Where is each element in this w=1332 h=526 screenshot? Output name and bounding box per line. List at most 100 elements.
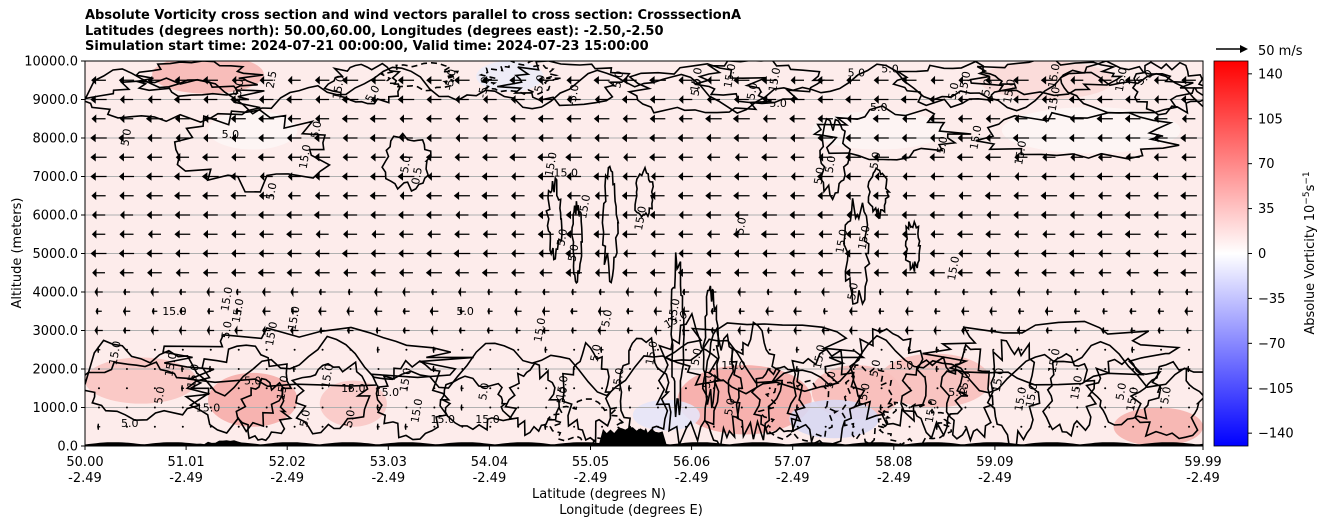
contour-label: 15.0 bbox=[408, 398, 425, 424]
wind-vector bbox=[1153, 75, 1168, 85]
wind-vector bbox=[1073, 327, 1080, 334]
wind-vector bbox=[846, 229, 861, 239]
wind-vector bbox=[374, 306, 383, 317]
wind-vector bbox=[901, 152, 917, 162]
wind-vector bbox=[427, 229, 441, 239]
wind-vector bbox=[429, 306, 439, 317]
wind-vector bbox=[873, 75, 889, 85]
wind-vector bbox=[258, 133, 275, 143]
contour-label: 15.0 bbox=[833, 228, 850, 254]
wind-vector bbox=[92, 268, 105, 278]
wind-vector bbox=[984, 191, 1002, 200]
wind-vector bbox=[846, 210, 860, 220]
wind-vector bbox=[97, 423, 101, 430]
wind-vector bbox=[1096, 95, 1113, 104]
wind-vector bbox=[489, 406, 492, 409]
wind-vector bbox=[795, 365, 800, 373]
wind-vector bbox=[902, 191, 916, 201]
wind-vector bbox=[376, 423, 380, 430]
wind-vector bbox=[1098, 75, 1112, 85]
wind-vector bbox=[565, 268, 582, 277]
wind-vector bbox=[150, 325, 159, 336]
wind-vector bbox=[1153, 191, 1168, 201]
wind-vector bbox=[957, 210, 973, 220]
wind-vector bbox=[173, 172, 191, 181]
wind-vector bbox=[900, 95, 918, 104]
wind-vector bbox=[929, 95, 945, 104]
wind-vector bbox=[175, 152, 190, 162]
wind-vector bbox=[873, 268, 889, 278]
contour-label: 5.0 bbox=[979, 78, 995, 97]
wind-vector bbox=[790, 268, 804, 278]
wind-vector bbox=[151, 308, 158, 315]
contour-line bbox=[1131, 61, 1203, 116]
wind-vector bbox=[174, 75, 191, 85]
wind-vector bbox=[817, 95, 834, 104]
wind-vector bbox=[733, 95, 749, 104]
wind-vector bbox=[1160, 368, 1163, 370]
wind-vector bbox=[1013, 95, 1029, 104]
wind-vector bbox=[1014, 229, 1028, 239]
wind-vector bbox=[934, 288, 941, 296]
wind-vector bbox=[649, 95, 666, 104]
wind-vector bbox=[907, 346, 911, 353]
wind-vector bbox=[1040, 75, 1057, 85]
wind-vector bbox=[1073, 308, 1080, 315]
contour-line bbox=[757, 379, 840, 443]
y-tick-label: 7000.0 bbox=[33, 170, 79, 185]
contour-label: 15.0 bbox=[531, 317, 548, 343]
wind-vector bbox=[1104, 425, 1107, 428]
wind-vector bbox=[1096, 210, 1113, 220]
wind-vector bbox=[461, 348, 464, 351]
contour-line bbox=[786, 347, 861, 446]
wind-vector bbox=[649, 153, 666, 162]
wind-vector bbox=[1013, 249, 1028, 258]
contour-label: 15.0 bbox=[856, 224, 873, 250]
wind-vector bbox=[793, 306, 802, 317]
wind-vector bbox=[705, 191, 722, 200]
wind-vector bbox=[461, 368, 464, 370]
contour-line bbox=[842, 198, 871, 306]
wind-vector bbox=[1101, 327, 1109, 334]
wind-vector bbox=[622, 268, 638, 278]
wind-vector bbox=[341, 114, 359, 123]
wind-vector bbox=[545, 387, 548, 390]
contour-line bbox=[375, 359, 451, 441]
wind-vector bbox=[1020, 406, 1023, 409]
wind-vector bbox=[482, 249, 497, 258]
wind-vector bbox=[544, 346, 548, 353]
wind-vector bbox=[593, 114, 610, 124]
wind-vector bbox=[1132, 387, 1135, 390]
wind-vector bbox=[963, 346, 967, 353]
wind-vector bbox=[878, 288, 884, 296]
wind-vector bbox=[1158, 288, 1164, 296]
wind-vector bbox=[374, 286, 383, 298]
wind-vector bbox=[1098, 268, 1112, 278]
wind-vector bbox=[369, 114, 387, 123]
wind-vector bbox=[818, 229, 833, 239]
contour-line bbox=[235, 377, 293, 442]
wind-vector bbox=[231, 268, 246, 278]
wind-vector bbox=[1124, 229, 1141, 239]
wind-vector bbox=[207, 307, 214, 315]
contour-label: 5.0 bbox=[823, 370, 839, 389]
contour-label: 15.0 bbox=[666, 297, 683, 323]
wind-vector bbox=[1076, 348, 1079, 351]
wind-vector bbox=[346, 305, 354, 317]
wind-vector bbox=[398, 229, 414, 239]
contour-line bbox=[561, 341, 613, 444]
colorbar-ticks: 140 105 70 35 0 −35 −70 −105 −140 bbox=[1248, 67, 1294, 442]
wind-vector bbox=[146, 172, 163, 181]
wind-vector bbox=[370, 75, 386, 85]
contour-label: 15.0 bbox=[1113, 66, 1130, 92]
wind-vector bbox=[571, 327, 577, 334]
contour-label: 5.0 bbox=[1113, 382, 1129, 401]
contour-label: 15.0 bbox=[766, 66, 783, 92]
wind-vector bbox=[622, 75, 637, 85]
wind-vector bbox=[203, 95, 218, 104]
contour-line bbox=[939, 343, 994, 443]
contour-label: 5.0 bbox=[342, 409, 358, 428]
contour-label: 15.0 bbox=[1012, 386, 1029, 412]
wind-vector bbox=[1152, 172, 1169, 181]
wind-vector bbox=[738, 308, 745, 315]
